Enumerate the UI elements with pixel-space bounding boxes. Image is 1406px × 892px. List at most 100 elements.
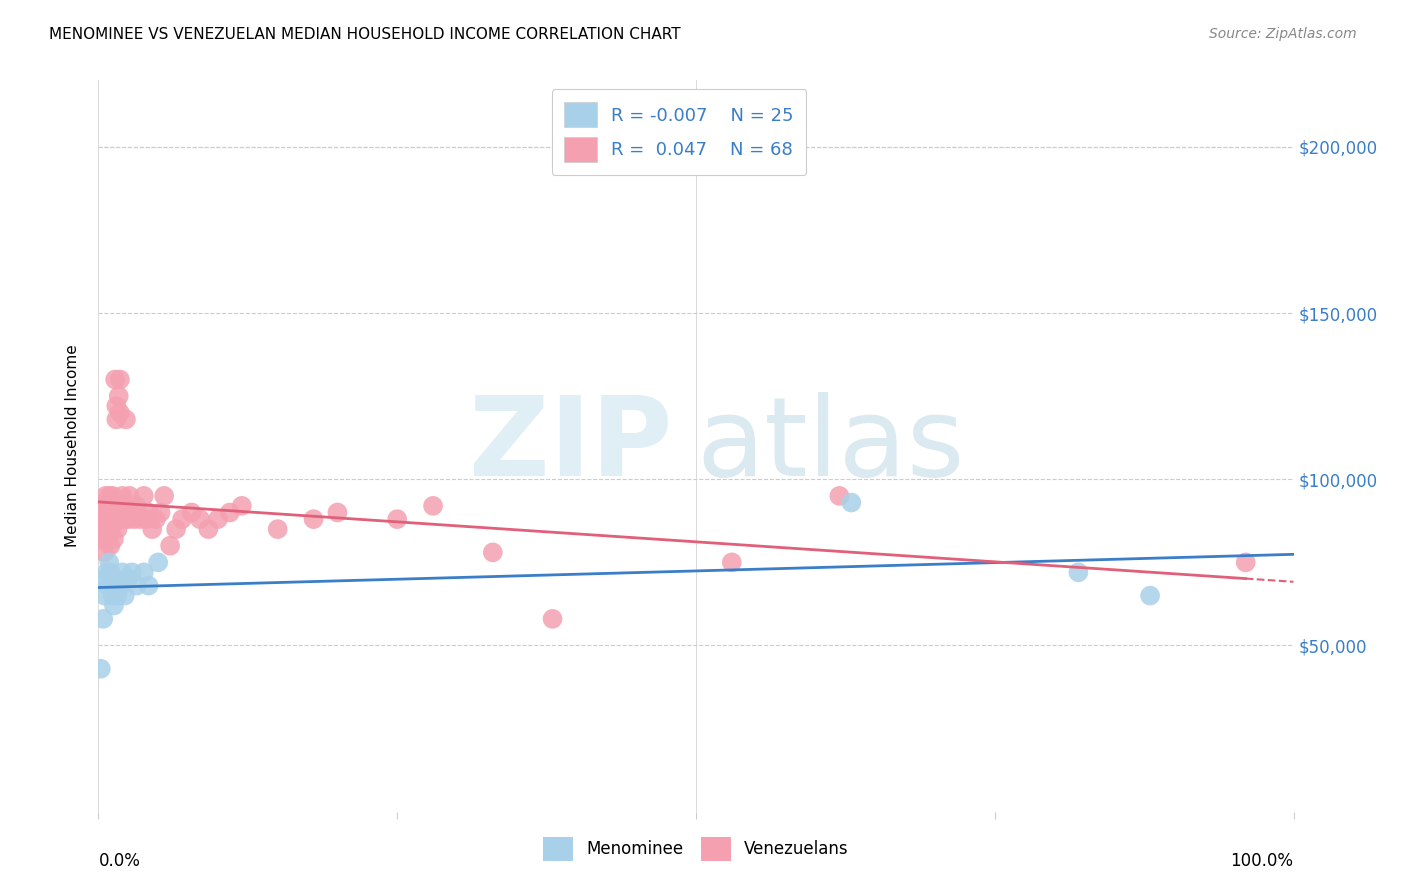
Point (103, 599, 125, 613)
Point (172, 512, 194, 526)
Text: Source: ZipAtlas.com: Source: ZipAtlas.com (1209, 27, 1357, 41)
Point (101, 589, 124, 603)
Point (125, 579, 148, 593)
Point (165, 522, 187, 536)
Point (180, 506, 202, 520)
Point (145, 512, 167, 526)
Point (93, 589, 115, 603)
Point (118, 489, 141, 503)
Point (108, 406, 131, 420)
Point (110, 512, 132, 526)
Point (111, 489, 134, 503)
Point (231, 499, 253, 513)
Point (197, 522, 219, 536)
Point (107, 499, 129, 513)
Point (94, 572, 117, 586)
Point (105, 399, 128, 413)
Point (93, 545, 115, 559)
Point (149, 506, 172, 520)
Y-axis label: Median Household Income: Median Household Income (65, 344, 80, 548)
Point (132, 489, 155, 503)
Point (103, 532, 125, 546)
Point (94, 512, 117, 526)
Point (148, 555, 170, 569)
Point (828, 489, 851, 503)
Point (89, 506, 111, 520)
Point (124, 512, 146, 526)
Point (103, 506, 125, 520)
Point (107, 522, 129, 536)
Point (104, 512, 127, 526)
Text: ZIP: ZIP (468, 392, 672, 500)
Point (129, 512, 152, 526)
Point (112, 512, 135, 526)
Point (98, 489, 121, 503)
Point (115, 412, 138, 426)
Point (302, 512, 325, 526)
Point (1139, 589, 1161, 603)
Point (481, 545, 505, 559)
Point (104, 372, 127, 386)
Point (125, 499, 148, 513)
Point (422, 499, 444, 513)
Point (207, 512, 229, 526)
Point (138, 579, 160, 593)
Point (159, 539, 181, 553)
Point (138, 506, 160, 520)
Point (107, 589, 129, 603)
Point (97, 522, 120, 536)
Point (94, 489, 117, 503)
Point (96, 566, 118, 580)
Point (117, 572, 139, 586)
Point (98, 566, 122, 580)
Point (114, 506, 136, 520)
Point (135, 512, 157, 526)
Point (385, 512, 409, 526)
Point (98, 506, 122, 520)
Point (108, 579, 131, 593)
Point (91, 499, 114, 513)
Point (121, 566, 143, 580)
Point (141, 522, 163, 536)
Point (101, 512, 124, 526)
Point (97, 579, 120, 593)
Point (326, 506, 349, 520)
Point (108, 372, 131, 386)
Point (93, 522, 115, 536)
Point (100, 499, 122, 513)
Point (100, 579, 122, 593)
Point (91, 612, 114, 626)
Point (721, 555, 744, 569)
Text: 0.0%: 0.0% (98, 852, 141, 870)
Point (100, 522, 122, 536)
Point (111, 566, 134, 580)
Text: MENOMINEE VS VENEZUELAN MEDIAN HOUSEHOLD INCOME CORRELATION CHART: MENOMINEE VS VENEZUELAN MEDIAN HOUSEHOLD… (49, 27, 681, 42)
Point (98, 512, 121, 526)
Point (121, 506, 143, 520)
Point (105, 572, 128, 586)
Point (841, 495, 863, 509)
Point (96, 532, 118, 546)
Point (107, 389, 129, 403)
Point (219, 506, 242, 520)
Point (105, 412, 128, 426)
Point (267, 522, 290, 536)
Legend: Menominee, Venezuelans: Menominee, Venezuelans (536, 829, 856, 869)
Point (541, 612, 564, 626)
Point (101, 489, 124, 503)
Point (98, 555, 121, 569)
Point (117, 512, 139, 526)
Point (96, 506, 118, 520)
Point (98, 539, 122, 553)
Point (1234, 555, 1257, 569)
Point (188, 512, 211, 526)
Point (90, 662, 112, 676)
Text: 100.0%: 100.0% (1230, 852, 1294, 870)
Point (132, 566, 155, 580)
Point (1067, 566, 1090, 580)
Text: atlas: atlas (696, 392, 965, 500)
Point (90, 532, 112, 546)
Point (153, 489, 176, 503)
Point (91, 512, 114, 526)
Point (97, 499, 120, 513)
